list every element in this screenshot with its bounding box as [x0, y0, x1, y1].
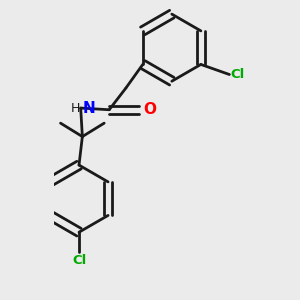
Text: O: O	[144, 102, 157, 117]
Text: Cl: Cl	[230, 68, 244, 81]
Text: H: H	[70, 102, 80, 115]
Text: Cl: Cl	[72, 254, 86, 267]
Text: N: N	[82, 100, 95, 116]
